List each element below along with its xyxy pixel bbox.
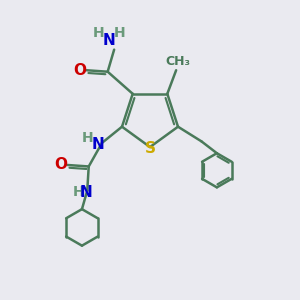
Text: N: N	[92, 137, 105, 152]
Text: N: N	[80, 184, 92, 200]
Text: N: N	[103, 33, 115, 48]
Text: CH₃: CH₃	[165, 56, 190, 68]
Text: O: O	[74, 63, 86, 78]
Text: S: S	[145, 141, 155, 156]
Text: H: H	[93, 26, 105, 40]
Text: O: O	[55, 158, 68, 172]
Text: H: H	[73, 185, 84, 199]
Text: H: H	[82, 130, 94, 145]
Text: H: H	[114, 26, 125, 40]
